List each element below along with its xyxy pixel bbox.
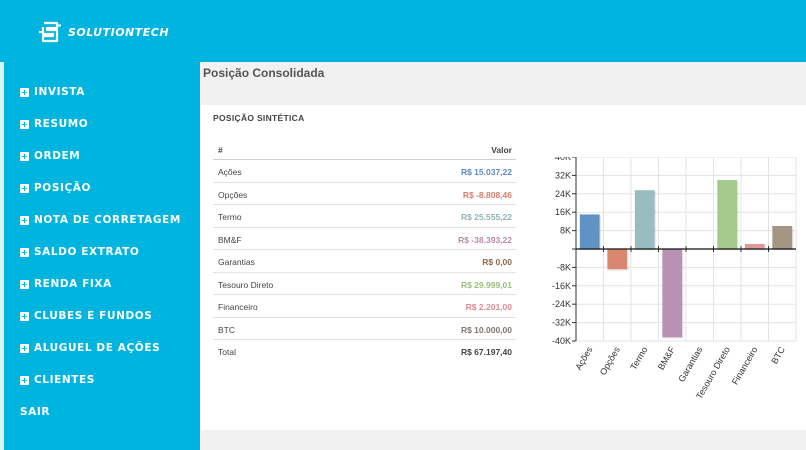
column-header-label: # [218, 145, 223, 155]
sidebar-item-clientes[interactable]: CLIENTES [20, 374, 95, 386]
plus-square-icon [20, 247, 29, 257]
row-label: Termo [218, 212, 242, 222]
plus-square-icon [20, 183, 29, 193]
table-row: BTC R$ 10.000,00 [213, 318, 516, 340]
x-tick-label: Garantias [676, 345, 704, 384]
row-label: Opções [218, 189, 248, 200]
chart-axes [572, 157, 796, 342]
bar-5[interactable] [717, 180, 738, 249]
table-row: Financeiro R$ 2.201,00 [213, 295, 516, 318]
row-value: R$ -38.393,22 [458, 234, 512, 245]
sidebar-item-clubes-e-fundos[interactable]: CLUBES E FUNDOS [20, 310, 152, 322]
sidebar-item-label: SAIR [20, 406, 51, 418]
row-label: Ações [218, 167, 242, 177]
row-value: R$ 2.201,00 [465, 302, 512, 312]
sidebar-item-posicao[interactable]: POSIÇÃO [20, 182, 91, 194]
plus-square-icon [20, 87, 29, 97]
x-tick-label: Ações [573, 345, 594, 372]
y-tick-label: -8K [557, 262, 571, 272]
y-tick-label: -40K [552, 336, 571, 346]
sidebar-item-ordem[interactable]: ORDEM [20, 150, 80, 162]
row-value: R$ 15.037,22 [460, 167, 512, 177]
sidebar-item-aluguel-de-acoes[interactable]: ALUGUEL DE AÇÕES [20, 342, 160, 354]
sidebar-item-label: CLUBES E FUNDOS [34, 310, 153, 322]
sidebar-item-label: RENDA FIXA [34, 278, 112, 290]
position-panel: POSIÇÃO SINTÉTICA # Valor Ações R$ 15.037… [200, 105, 806, 430]
sidebar-item-invista[interactable]: INVISTA [20, 86, 85, 98]
row-value: R$ 0,00 [482, 257, 512, 267]
row-value: R$ 25.555,22 [460, 212, 512, 222]
plus-square-icon [20, 279, 29, 289]
row-label: Financeiro [218, 302, 258, 312]
total-value: R$ 67.197,40 [460, 347, 512, 357]
table-row: Opções R$ -8.808,46 [213, 183, 516, 205]
y-tick-label: -32K [552, 318, 571, 328]
main-content: Posição Consolidada POSIÇÃO SINTÉTICA # … [200, 62, 806, 450]
row-value: R$ 10.000,00 [460, 324, 512, 335]
y-tick-label: 24K [555, 189, 571, 199]
bar-1[interactable] [607, 249, 628, 270]
bar-6[interactable] [744, 243, 765, 249]
plus-square-icon [20, 343, 29, 353]
row-label: BM&F [218, 234, 242, 245]
bar-2[interactable] [634, 190, 655, 249]
sidebar-item-label: SALDO EXTRATO [34, 246, 140, 258]
table-row: Garantias R$ 0,00 [213, 250, 516, 273]
sidebar-item-label: INVISTA [34, 86, 85, 98]
sidebar-item-label: NOTA DE CORRETAGEM [34, 214, 181, 226]
row-label: Tesouro Direto [218, 279, 274, 290]
sidebar-item-renda-fixa[interactable]: RENDA FIXA [20, 278, 112, 290]
bar-0[interactable] [579, 214, 600, 249]
x-tick-label: Opções [598, 345, 622, 377]
row-value: R$ 29.999,01 [460, 279, 512, 290]
chart-bars [579, 180, 794, 339]
x-tick-label: Termo [628, 345, 649, 372]
sidebar-menu: INVISTA RESUMO ORDEM POSIÇÃO NOTA DE COR… [0, 62, 200, 450]
plus-square-icon [20, 311, 29, 321]
sidebar-item-saldo-extrato[interactable]: SALDO EXTRATO [20, 246, 139, 258]
x-tick-label: BTC [769, 345, 787, 366]
plus-square-icon [20, 375, 29, 385]
table-total-row: Total R$ 67.197,40 [213, 340, 516, 363]
sidebar-item-label: ORDEM [34, 150, 81, 162]
y-tick-label: 40K [555, 157, 571, 162]
table-row: Tesouro Direto R$ 29.999,01 [213, 273, 516, 295]
table-row: BM&F R$ -38.393,22 [213, 228, 516, 250]
sidebar-item-nota-de-corretagem[interactable]: NOTA DE CORRETAGEM [20, 214, 181, 226]
panel-title: POSIÇÃO SINTÉTICA [213, 113, 305, 123]
table-row: Termo R$ 25.555,22 [213, 205, 516, 228]
y-tick-label: -16K [552, 281, 571, 291]
y-tick-label: -24K [552, 299, 571, 309]
table-row: Ações R$ 15.037,22 [213, 160, 516, 183]
position-table: # Valor Ações R$ 15.037,22 Opções R$ -8.80… [213, 139, 516, 363]
sidebar-item-label: POSIÇÃO [34, 182, 92, 194]
sidebar-item-resumo[interactable]: RESUMO [20, 118, 88, 130]
x-tick-label: Financeiro [730, 345, 760, 386]
y-tick-label: 8K [560, 226, 571, 236]
brand-logo[interactable]: SOLUTIONTECH [38, 20, 169, 44]
top-header: SOLUTIONTECH [0, 0, 806, 62]
bar-3[interactable] [662, 249, 683, 338]
solutiontech-logo-icon [39, 21, 61, 43]
plus-square-icon [20, 119, 29, 129]
total-label: Total [218, 347, 236, 357]
column-header-value: Valor [491, 145, 512, 155]
plus-square-icon [20, 215, 29, 225]
sidebar-item-label: RESUMO [34, 118, 89, 130]
sidebar-item-label: ALUGUEL DE AÇÕES [34, 342, 161, 354]
y-tick-label: 32K [555, 170, 571, 180]
brand-name: SOLUTIONTECH [68, 25, 170, 39]
sidebar-item-sair[interactable]: SAIR [20, 406, 50, 418]
row-label: BTC [218, 324, 235, 335]
table-header: # Valor [213, 139, 516, 160]
page-title: Posição Consolidada [203, 66, 325, 80]
x-tick-label: BM&F [656, 345, 677, 372]
bar-7[interactable] [772, 226, 793, 249]
y-tick-label: 16K [555, 207, 571, 217]
row-value: R$ -8.808,46 [462, 189, 512, 200]
plus-square-icon [20, 151, 29, 161]
row-label: Garantias [218, 257, 255, 267]
sidebar-item-label: CLIENTES [34, 374, 95, 386]
